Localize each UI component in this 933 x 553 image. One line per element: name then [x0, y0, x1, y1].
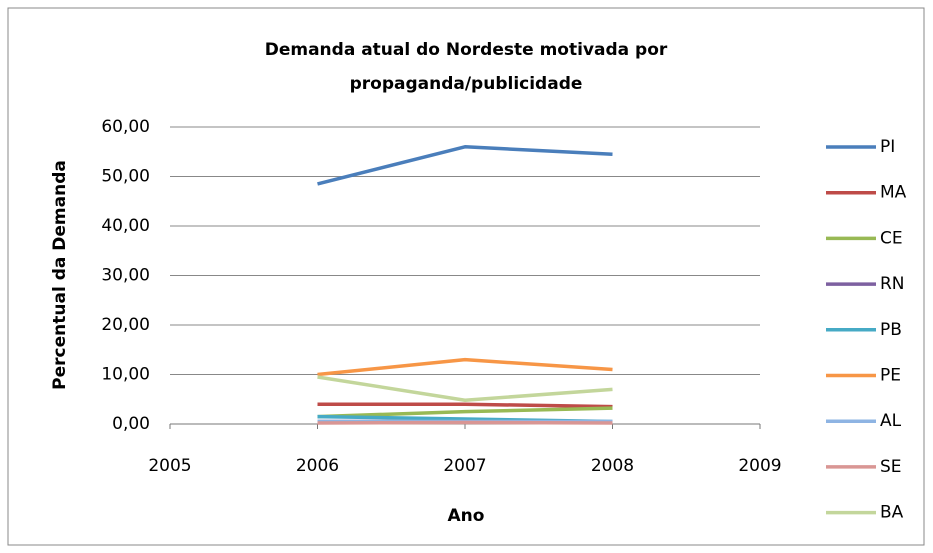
y-tick-label: 20,00 — [101, 315, 150, 335]
y-tick-label: 60,00 — [101, 117, 150, 137]
legend-label: AL — [880, 411, 902, 431]
x-tick-label: 2009 — [738, 456, 781, 476]
x-tick-label: 2006 — [296, 456, 339, 476]
legend-label: RN — [880, 274, 905, 294]
series-line — [317, 357, 613, 377]
series-line — [317, 406, 613, 419]
y-tick-label: 50,00 — [101, 167, 150, 187]
legend-label: BA — [880, 503, 904, 523]
legend-label: PB — [880, 320, 902, 340]
series-line — [317, 375, 613, 402]
legend-label: CE — [880, 228, 903, 248]
legend-label: PI — [880, 137, 895, 157]
x-tick-label: 2008 — [591, 456, 634, 476]
series-line — [317, 402, 613, 409]
legend-label: SE — [880, 457, 902, 477]
chart-title: propaganda/publicidade — [350, 74, 583, 94]
y-axis-label: Percentual da Demanda — [50, 160, 70, 390]
legend-label: MA — [880, 183, 907, 203]
x-tick-label: 2005 — [148, 456, 191, 476]
x-axis-label: Ano — [448, 506, 485, 526]
series-line — [317, 145, 613, 186]
y-tick-label: 30,00 — [101, 266, 150, 286]
x-tick-label: 2007 — [443, 456, 486, 476]
chart-border — [7, 7, 925, 546]
chart-title: Demanda atual do Nordeste motivada por — [265, 40, 668, 60]
y-tick-label: 10,00 — [101, 365, 150, 385]
y-tick-label: 40,00 — [101, 216, 150, 236]
legend-label: PE — [880, 366, 901, 386]
y-tick-label: 0,00 — [112, 414, 150, 434]
